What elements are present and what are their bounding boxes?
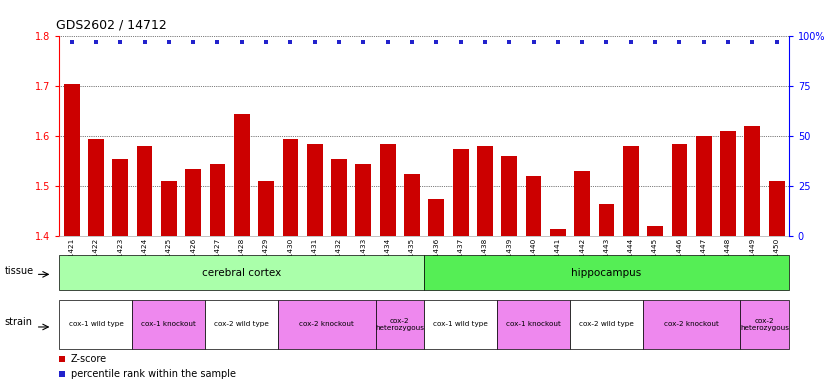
Bar [744, 126, 760, 236]
Bar [740, 300, 789, 349]
Bar [278, 300, 376, 349]
Bar [185, 169, 201, 236]
Text: cox-2 knockout: cox-2 knockout [664, 321, 719, 328]
Bar [720, 131, 736, 236]
Bar [259, 181, 274, 236]
Bar [429, 199, 444, 236]
Text: strain: strain [5, 317, 33, 327]
Bar [112, 159, 128, 236]
Bar [306, 144, 323, 236]
Text: cox-2 wild type: cox-2 wild type [215, 321, 269, 328]
Text: cox-1 wild type: cox-1 wild type [433, 321, 488, 328]
Bar [574, 171, 590, 236]
Text: cox-2
heterozygous: cox-2 heterozygous [740, 318, 789, 331]
Bar [234, 114, 249, 236]
Bar [425, 255, 789, 290]
Bar [404, 174, 420, 236]
Bar [64, 84, 79, 236]
Bar [59, 255, 425, 290]
Bar [282, 139, 298, 236]
Bar [501, 156, 517, 236]
Text: percentile rank within the sample: percentile rank within the sample [71, 369, 236, 379]
Bar [570, 300, 643, 349]
Bar [599, 204, 615, 236]
Bar [769, 181, 785, 236]
Text: cox-2 wild type: cox-2 wild type [579, 321, 634, 328]
Bar [497, 300, 570, 349]
Text: cox-1 wild type: cox-1 wild type [69, 321, 123, 328]
Bar [206, 300, 278, 349]
Bar [453, 149, 468, 236]
Bar [477, 146, 493, 236]
Bar [425, 300, 497, 349]
Bar [88, 139, 104, 236]
Bar [331, 159, 347, 236]
Bar [380, 144, 396, 236]
Text: cox-2
heterozygous: cox-2 heterozygous [375, 318, 425, 331]
Bar [376, 300, 425, 349]
Bar [525, 176, 542, 236]
Text: tissue: tissue [5, 266, 34, 276]
Bar [695, 136, 712, 236]
Text: Z-score: Z-score [71, 354, 107, 364]
Text: cox-1 knockout: cox-1 knockout [141, 321, 197, 328]
Bar [210, 164, 225, 236]
Text: cox-2 knockout: cox-2 knockout [300, 321, 354, 328]
Bar [672, 144, 687, 236]
Bar [623, 146, 638, 236]
Text: GDS2602 / 14712: GDS2602 / 14712 [56, 19, 167, 32]
Text: cox-1 knockout: cox-1 knockout [506, 321, 561, 328]
Text: hippocampus: hippocampus [572, 268, 642, 278]
Bar [132, 300, 206, 349]
Bar [643, 300, 740, 349]
Bar [136, 146, 153, 236]
Text: cerebral cortex: cerebral cortex [202, 268, 282, 278]
Bar [161, 181, 177, 236]
Bar [355, 164, 371, 236]
Bar [648, 226, 663, 236]
Bar [59, 300, 132, 349]
Bar [550, 228, 566, 236]
